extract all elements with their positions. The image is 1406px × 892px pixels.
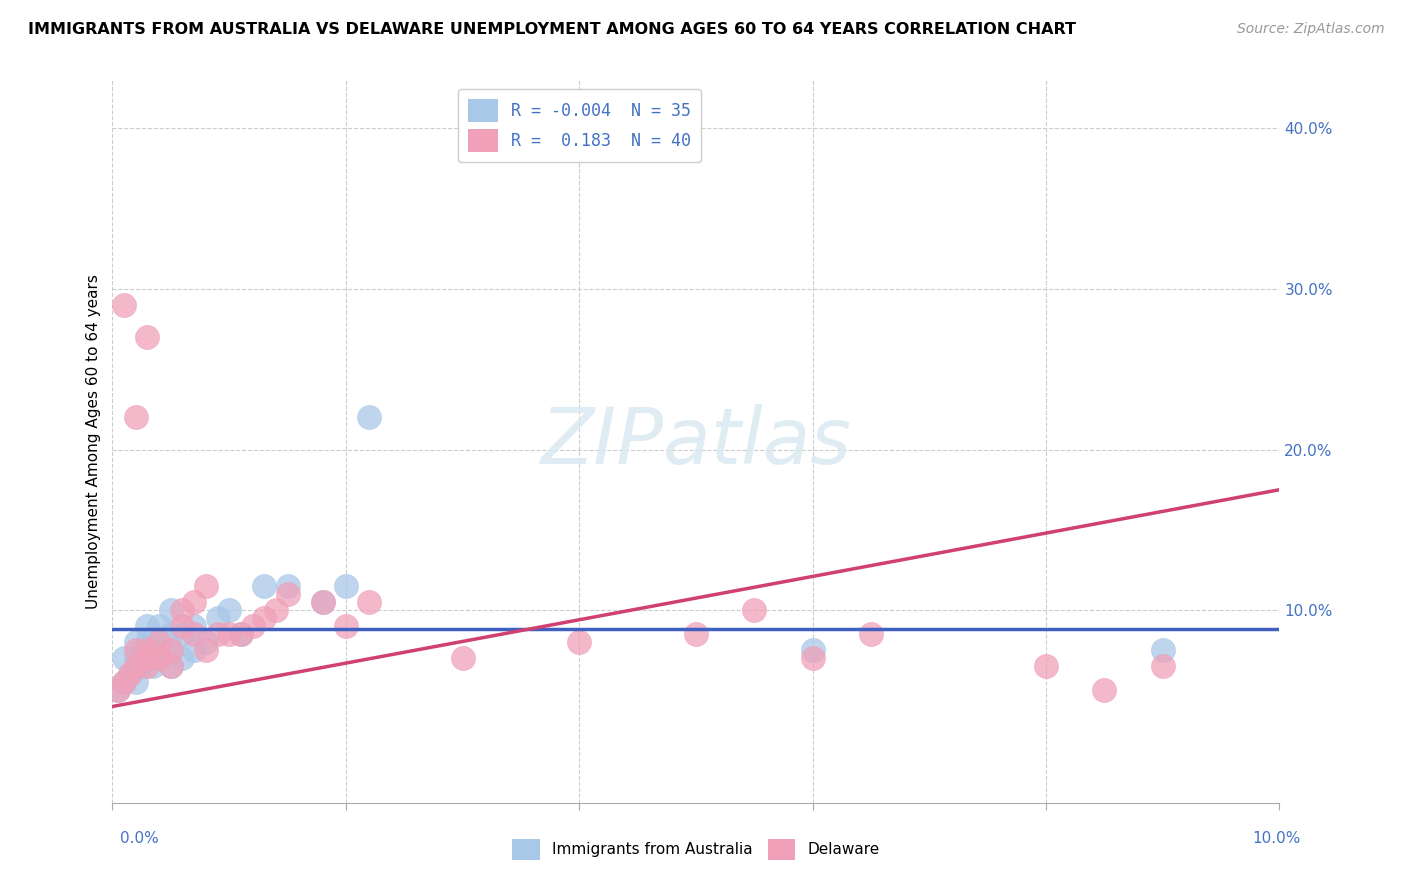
Point [136,643,159,657]
Point [160,643,183,657]
Point [160,603,183,617]
Point [136,651,159,665]
Point [131,659,153,673]
Point [335,619,357,633]
Point [125,675,148,690]
Point [125,635,148,649]
Point [125,659,148,673]
Point [229,627,252,641]
Point [183,619,205,633]
Point [183,627,205,641]
Point [1035,659,1057,673]
Point [136,619,159,633]
Point [112,675,135,690]
Point [183,643,205,657]
Y-axis label: Unemployment Among Ages 60 to 64 years: Unemployment Among Ages 60 to 64 years [86,274,101,609]
Point [451,651,474,665]
Point [276,587,298,601]
Point [172,627,194,641]
Point [253,579,276,593]
Point [107,683,129,698]
Point [136,643,159,657]
Point [860,627,883,641]
Point [207,611,229,625]
Point [160,659,183,673]
Text: Source: ZipAtlas.com: Source: ZipAtlas.com [1237,22,1385,37]
Point [207,627,229,641]
Point [183,595,205,609]
Point [359,410,381,425]
Point [172,651,194,665]
Point [311,595,333,609]
Point [112,675,135,690]
Point [125,651,148,665]
Text: 10.0%: 10.0% [1253,831,1301,846]
Point [311,595,333,609]
Point [242,619,264,633]
Point [1152,643,1174,657]
Point [253,611,276,625]
Point [160,659,183,673]
Point [801,643,824,657]
Point [276,579,298,593]
Point [148,635,170,649]
Point [1152,659,1174,673]
Point [568,635,591,649]
Point [148,619,170,633]
Point [148,643,170,657]
Point [148,651,170,665]
Point [1094,683,1116,698]
Point [136,659,159,673]
Legend: Immigrants from Australia, Delaware: Immigrants from Australia, Delaware [512,838,880,860]
Point [148,651,170,665]
Point [118,667,141,681]
Point [112,298,135,312]
Text: 0.0%: 0.0% [120,831,159,846]
Point [194,635,217,649]
Point [172,619,194,633]
Point [136,635,159,649]
Point [136,330,159,344]
Point [264,603,287,617]
Point [107,683,129,698]
Point [136,651,159,665]
Point [742,603,765,617]
Point [125,643,148,657]
Point [218,603,240,617]
Point [160,643,183,657]
Point [801,651,824,665]
Point [218,627,240,641]
Point [118,667,141,681]
Point [142,659,165,673]
Point [229,627,252,641]
Point [685,627,707,641]
Point [194,643,217,657]
Text: IMMIGRANTS FROM AUSTRALIA VS DELAWARE UNEMPLOYMENT AMONG AGES 60 TO 64 YEARS COR: IMMIGRANTS FROM AUSTRALIA VS DELAWARE UN… [28,22,1076,37]
Point [335,579,357,593]
Point [359,595,381,609]
Point [172,603,194,617]
Point [194,579,217,593]
Point [160,627,183,641]
Text: ZIPatlas: ZIPatlas [540,403,852,480]
Point [125,410,148,425]
Point [112,651,135,665]
